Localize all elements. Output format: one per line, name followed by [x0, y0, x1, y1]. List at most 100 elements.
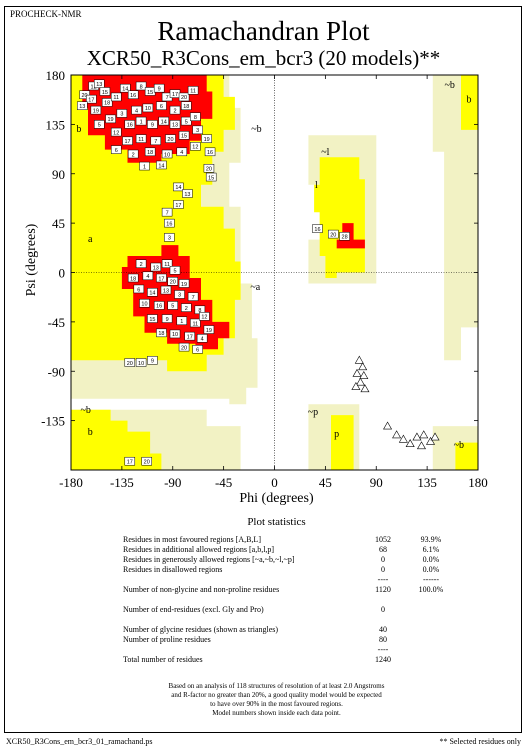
residue-point: 16 — [153, 301, 165, 310]
x-tick-label: -45 — [215, 475, 232, 490]
residue-model-number: 4 — [146, 274, 149, 280]
residue-box — [90, 105, 102, 115]
residue-point: 16 — [164, 218, 175, 227]
statistics-count: ---- — [377, 645, 389, 654]
statistics-count: 68 — [379, 545, 387, 554]
residue-model-number: 16 — [166, 221, 172, 227]
residue-point: 20 — [203, 164, 215, 173]
residue-model-number: 15 — [208, 175, 214, 181]
x-tick-label: 0 — [271, 475, 278, 490]
residue-point: 9 — [147, 120, 158, 129]
residue-box — [169, 120, 181, 129]
residue-box — [156, 273, 167, 283]
x-tick-label: 90 — [370, 475, 383, 490]
statistics-count: 0 — [381, 555, 385, 564]
x-tick-label: -90 — [164, 475, 181, 490]
region-label: p — [334, 429, 339, 440]
residue-point: 7 — [150, 136, 162, 145]
x-tick-label: 180 — [468, 475, 488, 490]
program-tag: PROCHECK-NMR — [10, 9, 82, 19]
residue-model-number: 11 — [138, 137, 144, 143]
residue-model-number: 11 — [193, 321, 199, 327]
residue-point: 2 — [169, 105, 181, 115]
statistics-row: ---- ------ — [123, 575, 443, 585]
statistics-label: Number of non-glycine and non-proline re… — [123, 585, 280, 594]
residue-box — [79, 90, 90, 99]
residue-point: 9 — [161, 314, 173, 323]
footnote-line: and R-factor no greater than 20%, a good… — [171, 691, 382, 699]
x-tick-label: 45 — [319, 475, 332, 490]
residue-model-number: 14 — [149, 291, 155, 297]
residue-model-number: 5 — [98, 123, 101, 129]
residue-model-number: 10 — [141, 302, 147, 308]
statistics-row: Number of glycine residues (shown as tri… — [123, 625, 443, 635]
residue-box — [131, 105, 142, 115]
residue-box — [101, 98, 113, 107]
region-label: ~b — [80, 405, 90, 416]
residue-point: 17 — [86, 94, 97, 103]
residue-box — [116, 109, 128, 118]
residue-point: 12 — [199, 312, 210, 321]
residue-model-number: 4 — [180, 150, 183, 156]
region-label: b — [466, 94, 471, 105]
region-label: b — [76, 124, 81, 135]
residue-box — [169, 105, 181, 115]
statistics-label: Number of proline residues — [123, 635, 211, 644]
residue-box — [187, 292, 199, 301]
residue-point: 4 — [196, 334, 208, 343]
residue-point: 9 — [153, 83, 165, 93]
statistics-count: 1052 — [375, 535, 391, 544]
residue-point: 13 — [169, 120, 181, 129]
residue-point: 6 — [133, 284, 145, 293]
residue-point: 16 — [124, 120, 136, 129]
residue-model-number: 7 — [166, 210, 169, 216]
residue-point-layer: 12 13152017181319111416815971720111826104… — [77, 79, 440, 466]
residue-box — [178, 342, 190, 352]
residue-box — [142, 271, 154, 281]
residue-point: 6 — [156, 101, 167, 110]
residue-box — [156, 101, 167, 110]
y-tick-label: 135 — [46, 117, 66, 132]
residue-point: 1 — [139, 161, 150, 170]
residue-model-number: 20 — [144, 460, 150, 466]
statistics-row: Residues in disallowed regions 0 0.0% — [123, 565, 443, 575]
residue-point: 20 — [167, 277, 178, 286]
residue-box — [161, 149, 173, 159]
x-tick-label: -135 — [110, 475, 134, 490]
residue-point: 4 — [176, 147, 188, 156]
statistics-label: Residues in generously allowed regions [… — [123, 555, 295, 564]
residue-box — [192, 345, 203, 354]
region-label: ~b — [445, 80, 455, 91]
residue-box — [77, 101, 88, 110]
statistics-row: Number of non-glycine and non-proline re… — [123, 585, 443, 595]
statistics-row: Residues in additional allowed regions [… — [123, 545, 443, 555]
residue-point: 13 — [150, 262, 162, 271]
residue-model-number: 10 — [138, 361, 144, 367]
residue-model-number: 12 — [113, 130, 119, 136]
residue-point: 17 — [173, 200, 184, 209]
plot-title: Ramachandran Plot — [157, 16, 370, 46]
residue-model-number: 12 — [201, 315, 207, 321]
residue-point: 15 — [178, 131, 190, 140]
residue-model-number: 19 — [93, 108, 99, 114]
residue-point: 17 — [156, 273, 167, 283]
glycine-triangle — [392, 430, 402, 439]
residue-model-number: 20 — [206, 167, 212, 173]
residue-model-number: 17 — [158, 276, 164, 282]
residue-point: 7 — [161, 207, 173, 216]
glycine-triangle — [360, 384, 370, 393]
residue-model-number: 20 — [330, 232, 336, 238]
residue-box — [153, 83, 165, 93]
residue-model-number: 8 — [140, 84, 143, 90]
residue-model-number: 5 — [173, 269, 176, 275]
tick-label-layer: -180 -135 -90 -45 0 45 90 135 180-135-90-4504590… — [41, 68, 488, 490]
residue-point: 2 — [181, 303, 192, 312]
statistics-table: Residues in most favoured regions [A,B,L… — [123, 535, 443, 665]
residue-model-number: 11 — [113, 95, 119, 101]
residue-model-number: 14 — [158, 163, 164, 169]
residue-box — [147, 356, 158, 365]
glycine-triangle — [358, 362, 368, 371]
residue-model-number: 20 — [82, 93, 88, 99]
residue-box — [164, 233, 175, 242]
residue-model-number: 6 — [115, 148, 118, 154]
